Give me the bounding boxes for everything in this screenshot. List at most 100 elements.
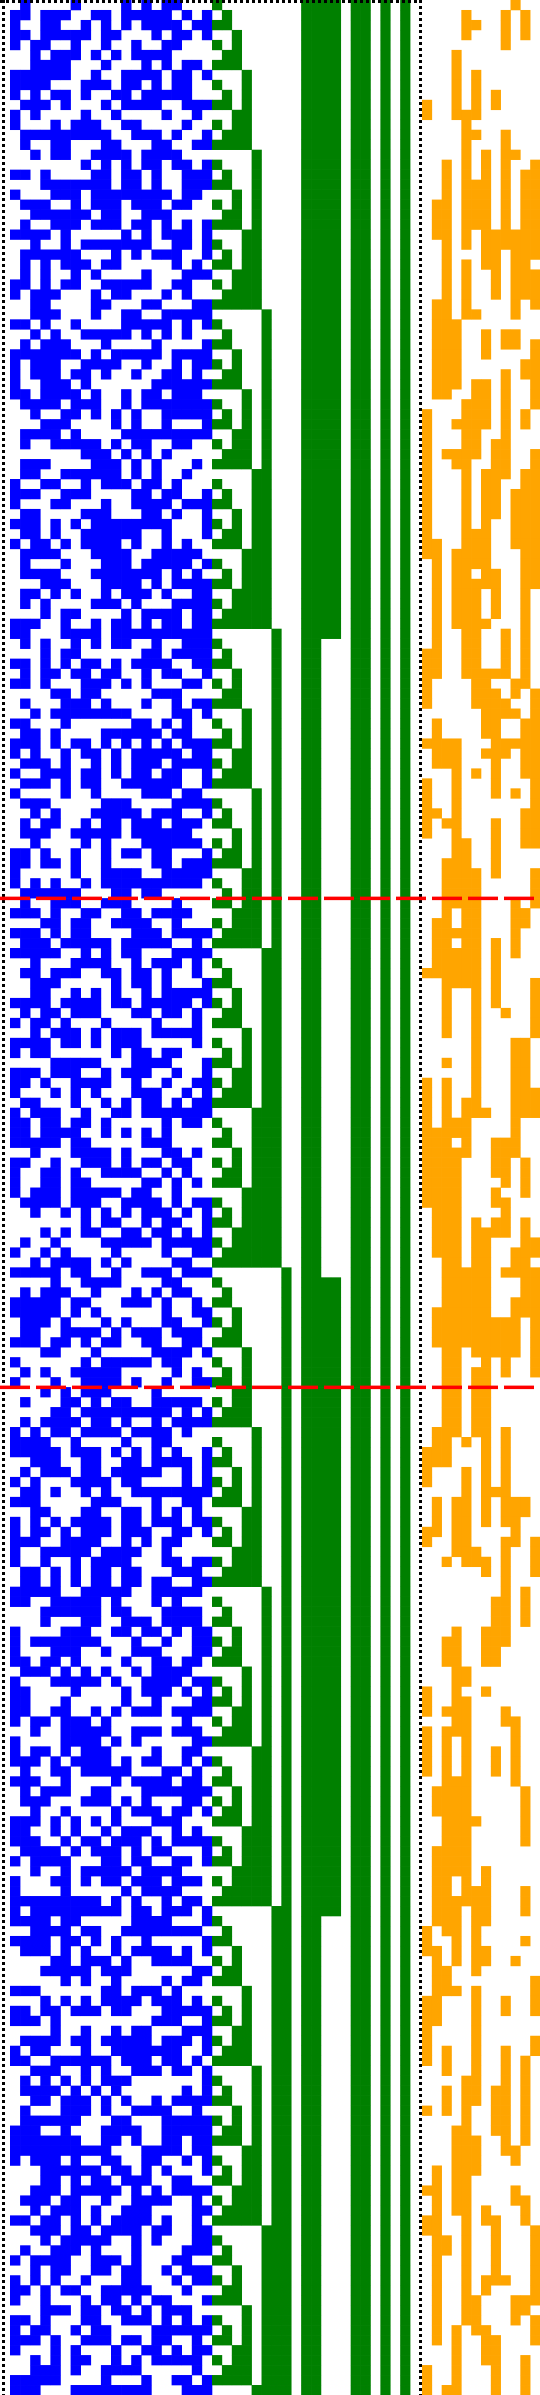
green-cell: [400, 1935, 411, 1947]
green-cell: [350, 658, 361, 669]
blue-cell: [70, 2185, 81, 2196]
blue-cell: [191, 1117, 203, 1128]
green-cell: [241, 608, 252, 620]
blue-cell: [151, 958, 162, 969]
green-cell: [360, 528, 371, 540]
blue-cell: [161, 1955, 172, 1967]
green-cell: [400, 558, 411, 570]
green-cell: [301, 1975, 312, 1987]
green-cell: [360, 219, 371, 230]
blue-cell: [100, 728, 112, 739]
green-cell: [320, 1387, 332, 1398]
blue-cell: [90, 688, 102, 699]
blue-cell: [181, 1656, 193, 1667]
blue-cell: [151, 1836, 162, 1847]
green-cell: [281, 2105, 292, 2116]
blue-cell: [161, 289, 172, 300]
blue-cell: [20, 678, 31, 689]
green-cell: [350, 1217, 361, 1228]
blue-cell: [191, 1995, 203, 2007]
blue-cell: [80, 1896, 92, 1907]
blue-cell: [121, 179, 132, 190]
green-cell: [301, 1786, 312, 1797]
green-cell: [311, 738, 322, 749]
blue-cell: [181, 738, 193, 749]
green-cell: [320, 1816, 332, 1827]
green-cell: [400, 259, 411, 270]
blue-cell: [141, 718, 152, 729]
green-cell: [301, 538, 312, 550]
blue-cell: [131, 1067, 142, 1079]
green-cell: [301, 838, 312, 849]
blue-cell: [30, 199, 41, 210]
blue-cell: [40, 668, 51, 679]
green-cell: [212, 399, 223, 410]
blue-cell: [201, 1247, 213, 1258]
blue-cell: [111, 199, 122, 210]
blue-cell: [181, 718, 193, 729]
blue-cell: [20, 818, 31, 829]
green-cell: [330, 1526, 342, 1538]
green-cell: [221, 848, 233, 859]
green-cell: [380, 1596, 391, 1607]
green-cell: [301, 518, 312, 530]
green-cell: [360, 269, 371, 280]
green-cell: [271, 778, 282, 789]
green-cell: [241, 708, 252, 719]
blue-cell: [181, 1786, 193, 1797]
blue-cell: [50, 1117, 61, 1128]
blue-cell: [50, 29, 61, 41]
green-cell: [350, 1357, 361, 1368]
green-cell: [350, 1756, 361, 1767]
blue-cell: [201, 508, 213, 520]
blue-cell: [201, 2205, 213, 2216]
green-cell: [221, 688, 233, 699]
blue-cell: [151, 608, 162, 620]
green-cell: [251, 269, 262, 280]
green-cell: [380, 528, 391, 540]
blue-cell: [171, 2015, 182, 2027]
green-cell: [350, 79, 361, 91]
green-cell: [380, 2035, 391, 2047]
green-cell: [231, 938, 243, 949]
blue-cell: [70, 409, 81, 420]
green-cell: [360, 518, 371, 530]
blue-cell: [201, 608, 213, 620]
blue-cell: [131, 1047, 142, 1059]
blue-cell: [191, 309, 203, 320]
green-cell: [380, 1786, 391, 1797]
green-cell: [212, 1337, 223, 1348]
green-cell: [261, 568, 272, 580]
blue-cell: [50, 528, 61, 540]
blue-cell: [121, 1826, 132, 1837]
blue-cell: [100, 2075, 112, 2086]
blue-cell: [20, 389, 31, 400]
green-cell: [251, 578, 262, 590]
green-cell: [281, 1886, 292, 1897]
green-cell: [380, 928, 391, 939]
green-cell: [330, 1816, 342, 1827]
blue-cell: [10, 349, 21, 360]
green-cell: [380, 1476, 391, 1488]
green-cell: [400, 668, 411, 679]
blue-cell: [60, 788, 71, 799]
green-cell: [241, 748, 252, 759]
green-cell: [261, 1616, 272, 1627]
green-cell: [360, 2015, 371, 2027]
green-cell: [301, 429, 312, 440]
blue-cell: [201, 748, 213, 759]
blue-cell: [70, 1686, 81, 1697]
blue-cell: [100, 479, 112, 490]
green-cell: [400, 1686, 411, 1697]
blue-cell: [121, 2335, 132, 2346]
green-cell: [311, 1995, 322, 2007]
green-cell: [380, 1616, 391, 1627]
green-cell: [281, 1317, 292, 1328]
blue-cell: [60, 2165, 71, 2176]
green-cell: [221, 658, 233, 669]
blue-cell: [151, 2095, 162, 2106]
blue-cell: [171, 1626, 182, 1637]
green-cell: [350, 498, 361, 510]
blue-cell: [70, 1826, 81, 1837]
blue-cell: [121, 1127, 132, 1138]
